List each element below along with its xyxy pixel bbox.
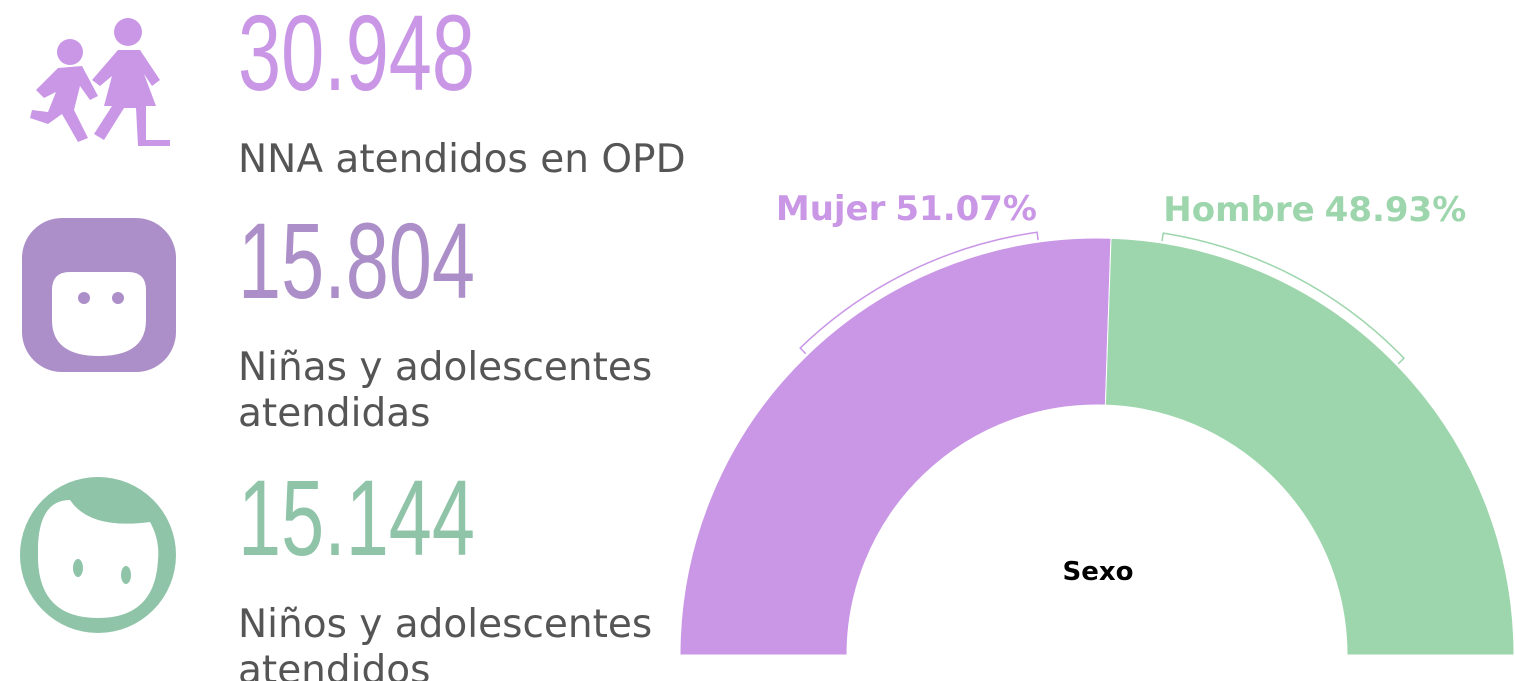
stat-label: Niños y adolescentes (238, 602, 652, 647)
stat-value: 30.948 (238, 0, 475, 113)
stat-label: Niñas y adolescentes (238, 345, 652, 390)
segment-value-label: 48.93% (1325, 190, 1467, 230)
segment-category: Mujer (776, 189, 886, 229)
stat-value: 15.144 (238, 457, 475, 578)
semi-donut-chart: Sexo Mujer 51.07% Hombre 48.93% (679, 189, 1515, 656)
segment-label: Hombre 48.93% (1163, 190, 1466, 230)
stat-label: atendidos (238, 648, 430, 681)
stat-label: NNA atendidos en OPD (238, 137, 686, 182)
segment-category: Hombre (1163, 190, 1314, 230)
donut-segment (1104, 237, 1515, 656)
donut-segment (679, 237, 1112, 656)
stat-label: atendidas (238, 391, 430, 436)
stat-value: 15.804 (238, 200, 475, 321)
chart-title: Sexo (1063, 557, 1134, 587)
label-bracket (1161, 232, 1406, 365)
label-bracket (799, 231, 1039, 355)
segment-value-label: 51.07% (895, 189, 1037, 229)
boy-icon (20, 477, 176, 633)
segment-label: Mujer 51.07% (776, 189, 1037, 229)
running-kids-icon (30, 18, 170, 146)
girl-icon (22, 218, 176, 372)
stats: 30.948 NNA atendidos en OPD 15.804 Niñas y … (238, 0, 686, 681)
